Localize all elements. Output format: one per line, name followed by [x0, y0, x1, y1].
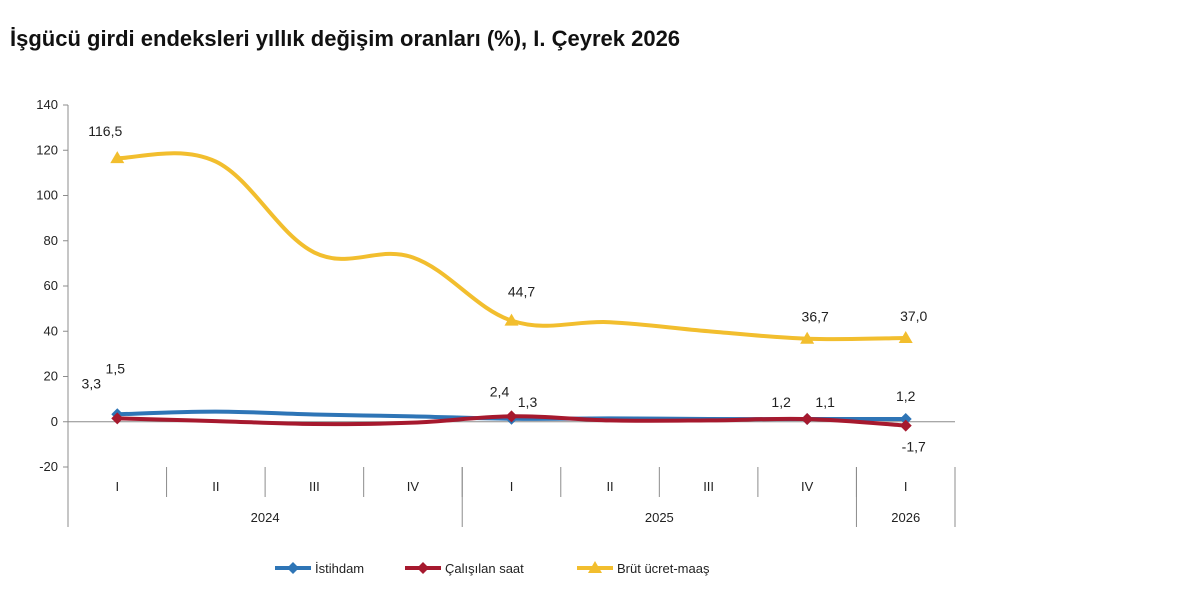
data-label: 1,3	[518, 394, 538, 410]
legend-item-2: Brüt ücret-maaş	[577, 561, 710, 576]
data-label: 1,1	[815, 394, 835, 410]
y-tick-label: 40	[44, 323, 58, 338]
chart-series	[110, 151, 913, 432]
year-label: 2024	[251, 510, 280, 525]
category-label: I	[904, 479, 908, 494]
category-label: II	[606, 479, 613, 494]
legend-marker	[417, 562, 429, 574]
y-tick-label: 60	[44, 278, 58, 293]
y-tick-label: 120	[36, 142, 58, 157]
year-label: 2025	[645, 510, 674, 525]
category-label: II	[212, 479, 219, 494]
category-label: I	[510, 479, 514, 494]
series-point	[898, 331, 913, 344]
data-label: 1,5	[106, 360, 126, 376]
y-tick-label: 140	[36, 97, 58, 112]
legend-label: Brüt ücret-maaş	[617, 561, 710, 576]
category-label: III	[309, 479, 320, 494]
series-point	[800, 331, 815, 344]
series-line	[115, 151, 908, 342]
legend-item-0: İstihdam	[275, 561, 364, 576]
chart-title: İşgücü girdi endeksleri yıllık değişim o…	[10, 26, 681, 51]
y-tick-label: 100	[36, 188, 58, 203]
y-tick-label: 0	[51, 414, 58, 429]
series-point	[801, 413, 814, 426]
data-label: 1,2	[771, 394, 791, 410]
data-label: -1,7	[902, 439, 926, 455]
legend-label: Çalışılan saat	[445, 561, 524, 576]
legend-marker	[287, 562, 299, 574]
legend-label: İstihdam	[315, 561, 364, 576]
data-label: 37,0	[900, 308, 927, 324]
series-point	[899, 413, 912, 426]
data-label: 36,7	[802, 309, 829, 325]
legend-item-1: Çalışılan saat	[405, 561, 524, 576]
data-label: 44,7	[508, 284, 535, 300]
category-label: IV	[801, 479, 814, 494]
data-label: 2,4	[490, 383, 510, 399]
legend-marker	[588, 561, 602, 573]
y-tick-label: -20	[39, 459, 58, 474]
series-point	[504, 313, 519, 326]
chart-legend: İstihdam Çalışılan saat Brüt ücret-maaş	[275, 561, 710, 576]
category-label: I	[115, 479, 119, 494]
series-point	[110, 151, 125, 164]
category-label: IV	[407, 479, 420, 494]
data-label: 3,3	[82, 375, 102, 391]
y-tick-label: 80	[44, 233, 58, 248]
chart-data-labels: 3,3 1,3 1,1 1,2 1,5 2,4 1,2 -1,7 116,5 44,7 36,7 37…	[82, 123, 928, 454]
series-point	[899, 419, 912, 432]
data-label: 116,5	[88, 123, 122, 139]
series-2	[110, 151, 913, 344]
data-label: 1,2	[896, 388, 916, 404]
series-1	[111, 410, 912, 432]
series-point	[111, 412, 124, 425]
year-label: 2026	[891, 510, 920, 525]
series-point	[505, 410, 518, 423]
y-tick-label: 20	[44, 369, 58, 384]
category-label: III	[703, 479, 714, 494]
